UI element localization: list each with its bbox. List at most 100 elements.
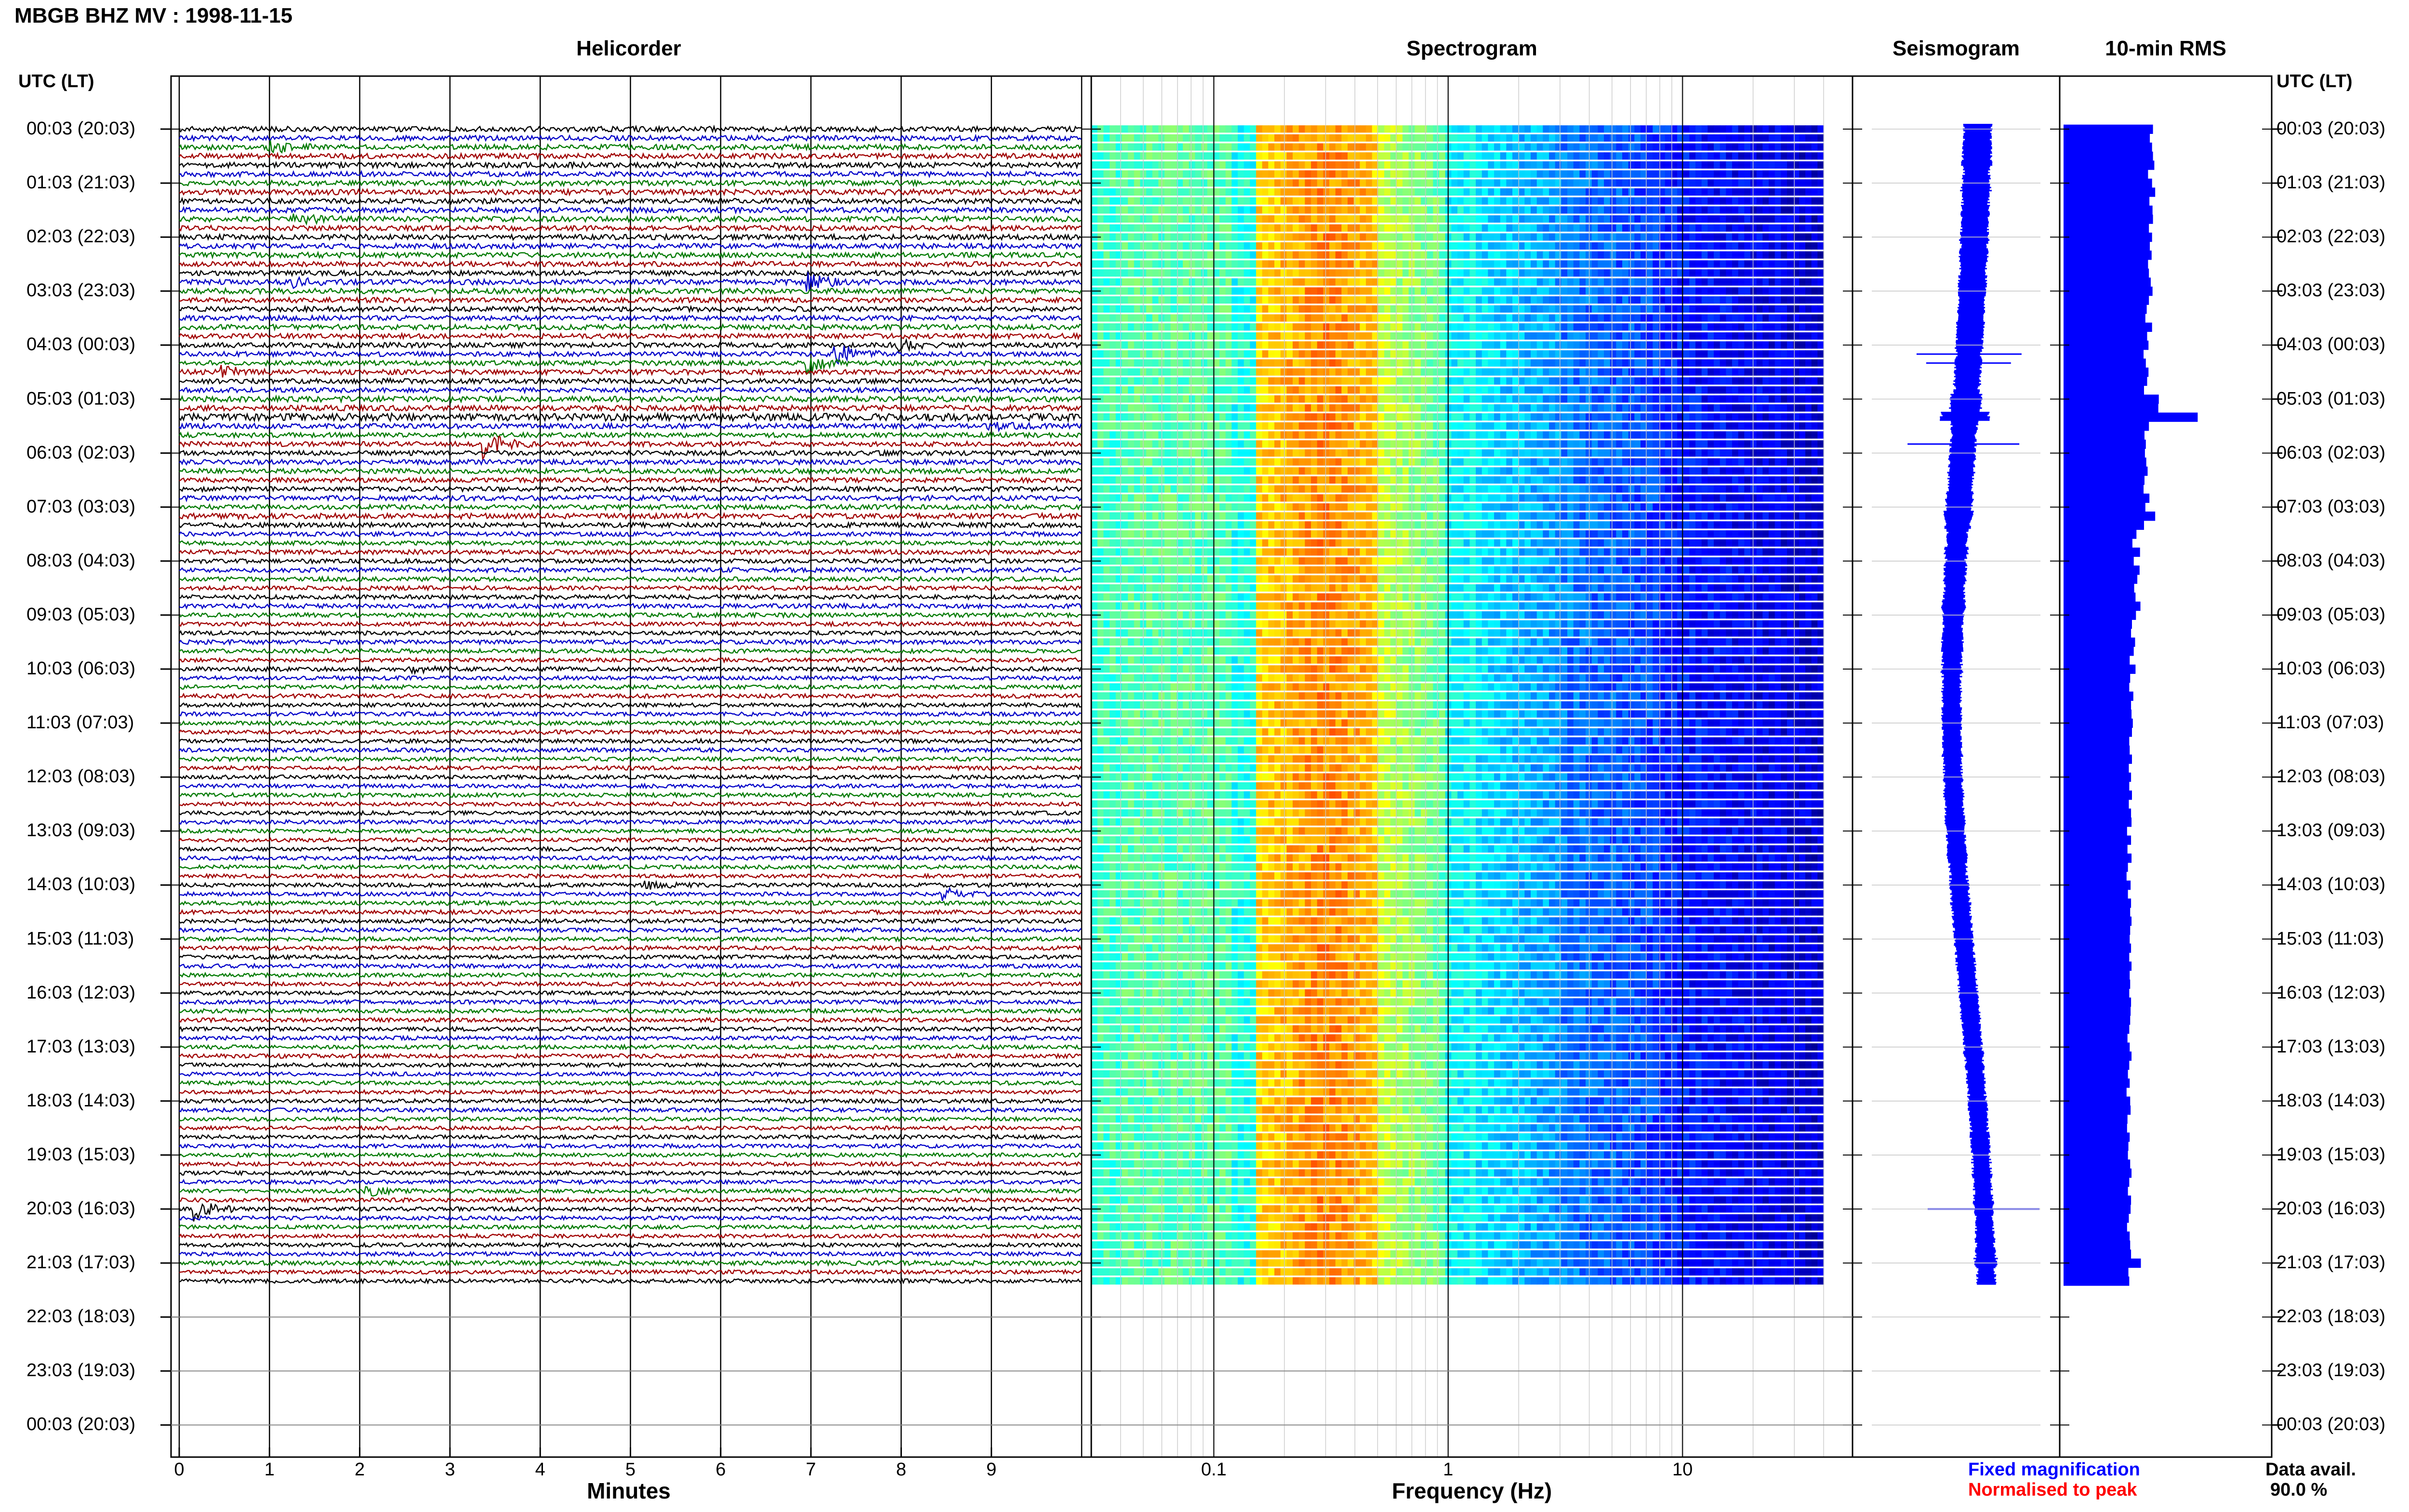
rms-bar: [2064, 854, 2132, 863]
time-tick-label-left: 06:03 (02:03): [26, 442, 136, 463]
rms-bar: [2064, 565, 2140, 575]
helicorder-trace: [179, 1259, 1082, 1267]
rms-bar: [2064, 1042, 2130, 1052]
rms-bar: [2064, 656, 2130, 665]
time-tick-label-left: 09:03 (05:03): [26, 604, 136, 625]
frequency-axis-title: Frequency (Hz): [1391, 1478, 1552, 1503]
spectrogram-row: [1091, 1025, 1824, 1033]
helicorder-trace: [179, 962, 1082, 970]
rms-bar: [2064, 790, 2132, 800]
rms-bar: [2064, 1177, 2130, 1187]
time-tick-label-left: 08:03 (04:03): [26, 550, 136, 571]
helicorder-trace: [179, 880, 1082, 890]
rms-bar: [2064, 394, 2159, 404]
spectrogram-row: [1091, 809, 1824, 817]
spectrogram-row: [1091, 224, 1824, 232]
spectrogram-row: [1091, 944, 1824, 952]
spectrogram-row: [1091, 1106, 1824, 1114]
panel-frames: [160, 75, 2282, 1458]
minute-tick-label: 5: [625, 1459, 636, 1480]
time-tick-label-right: 05:03 (01:03): [2277, 388, 2386, 409]
spectrogram-row: [1091, 1007, 1824, 1015]
helicorder-trace: [178, 140, 1082, 154]
rms-bar: [2064, 808, 2131, 818]
helicorder-trace: [179, 1133, 1082, 1141]
spectrogram-row: [1091, 764, 1824, 772]
spectrogram-row: [1091, 350, 1824, 358]
helicorder-trace: [179, 863, 1082, 871]
helicorder-trace: [179, 197, 1082, 206]
rms-bar: [2064, 736, 2130, 746]
helicorder-trace: [179, 124, 1082, 133]
spectrogram-row: [1091, 188, 1824, 196]
spectrogram-row: [1091, 602, 1824, 610]
spectrogram-row: [1091, 962, 1824, 970]
helicorder-trace: [179, 1268, 1082, 1275]
data-availability-value: 90.0 %: [2270, 1480, 2328, 1500]
helicorder-trace: [179, 998, 1082, 1006]
time-axis-label-left: UTC (LT): [18, 71, 94, 92]
spectrogram-row: [1091, 305, 1824, 313]
rms-bar: [2064, 412, 2198, 422]
helicorder-trace: [179, 747, 1082, 754]
helicorder-trace: [179, 170, 1082, 179]
rms-bar: [2064, 368, 2149, 377]
rms-bar: [2064, 673, 2131, 683]
rms-bar: [2064, 133, 2150, 143]
spectrogram-row: [1091, 1187, 1824, 1195]
rms-bar: [2064, 421, 2149, 431]
helicorder-trace: [179, 421, 1082, 433]
helicorder-trace: [178, 530, 1082, 538]
helicorder-trace: [179, 548, 1082, 556]
helicorder-trace: [179, 1203, 1082, 1222]
time-tick-label-right: 23:03 (19:03): [2277, 1360, 2386, 1381]
rms-bar: [2064, 287, 2153, 296]
rms-bar: [2064, 1196, 2131, 1205]
spectrogram-row: [1091, 953, 1824, 961]
helicorder-trace: [179, 782, 1082, 789]
helicorder-trace: [179, 1035, 1082, 1042]
rms-bar: [2064, 1159, 2131, 1169]
rms-bar: [2064, 1052, 2132, 1061]
seismogram-panel: [1907, 124, 2039, 1285]
helicorder-trace: [179, 521, 1082, 529]
rms-bar: [2064, 466, 2148, 476]
rms-bar: [2064, 907, 2131, 917]
time-tick-label-right: 19:03 (15:03): [2277, 1144, 2386, 1165]
spectrogram-row: [1091, 215, 1824, 223]
rms-bar: [2064, 322, 2152, 332]
rms-bar: [2064, 493, 2150, 503]
helicorder-trace: [179, 1016, 1082, 1024]
rms-bar: [2064, 187, 2156, 197]
helicorder-trace: [178, 828, 1082, 835]
spectrogram-row: [1091, 917, 1824, 925]
helicorder-trace: [179, 250, 1082, 260]
spectrogram-row: [1091, 359, 1824, 367]
spectrogram-row: [1091, 467, 1824, 475]
rms-bar: [2064, 961, 2132, 971]
rms-bar: [2064, 205, 2153, 215]
helicorder-trace: [179, 1079, 1082, 1087]
helicorder-trace: [179, 1043, 1082, 1051]
helicorder-trace: [178, 630, 1082, 637]
helicorder-trace: [179, 458, 1082, 466]
time-tick-label-right: 07:03 (03:03): [2277, 496, 2386, 517]
helicorder-trace: [179, 1232, 1082, 1239]
rms-bar: [2064, 430, 2144, 440]
time-tick-label-right: 10:03 (06:03): [2277, 658, 2386, 679]
spectrogram-row: [1091, 152, 1824, 160]
spectrogram-row: [1091, 674, 1824, 682]
time-tick-label-right: 15:03 (11:03): [2277, 928, 2384, 949]
time-tick-label-right: 02:03 (22:03): [2277, 226, 2386, 247]
spectrogram-row: [1091, 1160, 1824, 1168]
spectrogram-row: [1091, 440, 1824, 448]
legend-normalised-to-peak: Normalised to peak: [1968, 1480, 2137, 1500]
time-tick-label-left: 05:03 (01:03): [26, 388, 136, 409]
spectrogram-row: [1091, 800, 1824, 808]
spectrogram-row: [1091, 1196, 1824, 1204]
spectrogram-row: [1091, 503, 1824, 511]
helicorder-trace: [178, 241, 1082, 250]
rms-bar: [2064, 574, 2138, 584]
spectrogram-row: [1091, 746, 1824, 754]
